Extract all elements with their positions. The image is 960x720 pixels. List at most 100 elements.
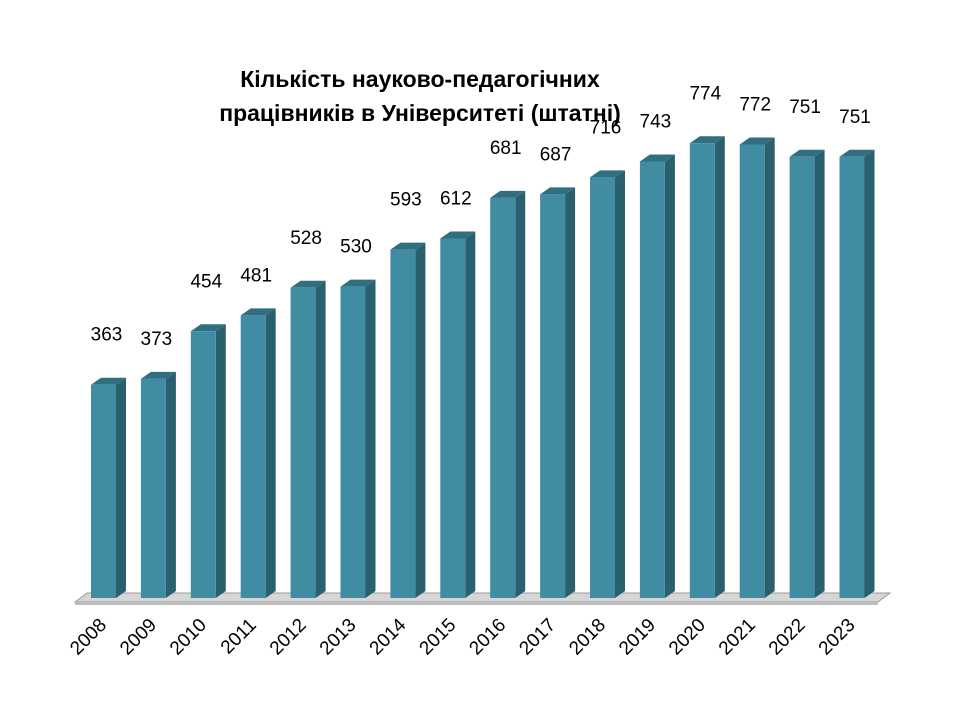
bar-side [465,231,476,598]
bar-front [490,197,516,598]
bar-front [91,384,116,598]
tick-label-2011: 2011 [217,615,261,659]
value-label-2018: 716 [590,117,622,138]
bar-2015 [440,231,476,598]
tick-label-2022: 2022 [765,615,810,660]
bar-2019 [639,154,675,599]
value-label-2020: 774 [689,83,721,104]
chart-title-line-1: Кількість науково-педагогічних [240,66,600,92]
value-label-2023: 751 [839,107,871,128]
bar-2011 [240,308,276,598]
value-label-2015: 612 [440,188,472,209]
bar-top [240,308,276,316]
bar-top [340,279,376,287]
bar-side [814,149,825,598]
bar-side [664,154,675,599]
bar-2023 [839,149,875,598]
bar-front [689,143,715,598]
bar-2008 [91,377,126,598]
bar-2010 [190,324,226,598]
value-labels: 363 373 454 481 528 530 593 612 681 687 716 743 774 7… [91,83,871,350]
bar-front [140,378,166,598]
bar-top [689,136,725,144]
value-label-2021: 772 [739,94,771,115]
bar-front [340,286,366,598]
chart-title: Кількість науково-педагогічних працівник… [160,62,680,130]
bar-side [165,371,176,598]
value-label-2017: 687 [540,144,572,165]
value-label-2014: 593 [390,190,422,211]
tick-label-2014: 2014 [366,614,411,659]
tick-label-2012: 2012 [266,615,311,660]
value-label-2016: 681 [490,138,522,159]
bar-series [91,136,875,599]
value-label-2010: 454 [190,271,222,292]
tick-label-2021: 2021 [715,615,760,660]
bar-top [440,231,476,239]
tick-label-2010: 2010 [166,615,211,660]
bar-2017 [540,187,576,598]
tick-label-2017: 2017 [515,615,560,660]
bar-front [739,144,765,598]
tick-label-2016: 2016 [465,615,510,660]
bar-2022 [789,149,825,598]
bar-front [540,194,566,598]
bar-front [440,238,466,598]
bar-2020 [689,136,725,598]
bar-top [290,280,326,288]
bar-side [565,187,576,598]
bar-side [315,280,326,598]
bar-front [839,156,865,598]
bar-top [390,242,426,250]
tick-label-2009: 2009 [116,615,161,660]
bar-2012 [290,280,326,598]
tick-label-2020: 2020 [665,615,710,660]
bar-top [190,324,226,332]
bar-top [540,187,576,195]
bar-side [714,136,725,598]
value-label-2011: 481 [240,265,272,286]
bar-2018 [590,170,625,598]
bar-side [215,324,226,598]
bar-side [515,190,526,598]
value-label-2008: 363 [91,325,123,346]
value-label-2022: 751 [789,97,821,118]
bar-top [490,190,526,198]
bar-side [415,242,426,599]
bar-front [240,315,266,598]
bar-front [590,177,615,598]
bar-side [365,279,376,598]
value-label-2009: 373 [141,329,173,350]
bar-front [789,156,815,598]
bar-front [190,331,216,598]
chart-title-line-2: працівників в Університеті (штатні) [219,100,621,126]
x-axis-tick-labels: 2008 2009 2010 2011 2012 2013 2014 2015 2016 2017… [66,614,859,659]
bar-top [839,149,875,157]
tick-label-2018: 2018 [565,615,610,660]
bar-top [590,170,625,178]
tick-label-2023: 2023 [815,615,860,660]
tick-label-2008: 2008 [66,615,111,660]
bar-top [91,377,126,385]
bar-2021 [739,137,775,598]
bar-side [615,170,625,598]
value-label-2019: 743 [640,111,672,132]
bar-side [116,377,126,598]
bar-front [290,287,316,598]
bar-2016 [490,190,526,598]
value-label-2013: 530 [340,237,372,258]
tick-label-2015: 2015 [416,615,461,660]
chart-floor [73,592,892,605]
bar-top [140,371,176,379]
bar-top [639,154,675,162]
tick-label-2013: 2013 [316,615,361,660]
bar-2009 [140,371,176,598]
bar-front [390,249,416,599]
bar-top [789,149,825,157]
tick-label-2019: 2019 [615,615,660,660]
bar-2013 [340,279,376,598]
value-label-2012: 528 [290,228,322,249]
bar-top [739,137,775,145]
bar-side [864,149,875,598]
